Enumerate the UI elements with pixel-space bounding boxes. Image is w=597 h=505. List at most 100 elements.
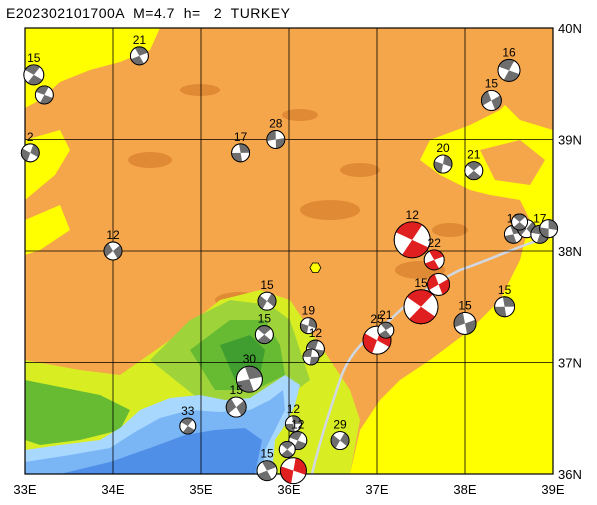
- beachball-compression-quadrant: [491, 95, 502, 110]
- mechanism-depth-label: 15: [258, 312, 272, 326]
- focal-mechanism-beachball: 12: [284, 402, 302, 433]
- mechanism-depth-label: 2: [27, 130, 34, 144]
- mechanism-depth-label: 12: [287, 402, 301, 416]
- beachball-rim: [34, 85, 54, 105]
- beachball-rim: [539, 219, 559, 239]
- x-tick-label: 39E: [541, 482, 564, 497]
- focal-mechanism-beachball: 12: [393, 208, 431, 259]
- beachball-compression-quadrant: [257, 334, 272, 344]
- x-tick-label: 34E: [101, 482, 124, 497]
- beachball-compression-quadrant: [257, 470, 272, 481]
- beachball-rim: [179, 417, 197, 435]
- beachball-compression-quadrant: [407, 289, 433, 307]
- mechanism-depth-label: 15: [458, 298, 472, 312]
- beachball-rim: [330, 431, 350, 450]
- focal-mechanism-beachball: 16: [497, 45, 521, 82]
- beachball-compression-quadrant: [363, 333, 377, 354]
- beachball-compression-quadrant: [30, 144, 40, 158]
- beachball-compression-quadrant: [302, 348, 313, 357]
- focal-mechanism-beachball: 20: [433, 141, 453, 174]
- beachball-compression-quadrant: [226, 398, 237, 414]
- mechanism-depth-label: 16: [502, 45, 516, 59]
- beachball-compression-quadrant: [231, 152, 243, 162]
- beachball-rim: [231, 143, 251, 163]
- beachball-rim: [254, 325, 274, 345]
- mechanism-depth-label: 20: [436, 141, 450, 155]
- beachball-rim: [480, 90, 502, 111]
- x-tick-label: 37E: [365, 482, 388, 497]
- beachball-compression-quadrant: [438, 278, 450, 295]
- mechanism-depth-label: 12: [106, 228, 120, 242]
- focal-mechanism-beachball: 17: [231, 130, 251, 163]
- epicenter-hexagon: [309, 262, 322, 273]
- beachball-compression-quadrant: [25, 64, 41, 75]
- beachball-compression-quadrant: [309, 356, 319, 365]
- beachball-rim: [403, 289, 439, 325]
- beachball-compression-quadrant: [236, 400, 247, 416]
- beachball-rim: [393, 221, 431, 259]
- beachball-compression-quadrant: [285, 423, 295, 432]
- beachball-compression-quadrant: [182, 426, 195, 435]
- beachball-rim: [235, 365, 263, 393]
- focal-mechanism-beachball: 30: [235, 352, 263, 393]
- beachball-rim: [299, 317, 317, 335]
- beachball-rim: [494, 296, 516, 318]
- focal-mechanism-beachball: 15: [23, 51, 45, 86]
- beachball-compression-quadrant: [409, 306, 435, 324]
- beachball-rim: [427, 273, 451, 296]
- focal-mechanism-beachball: 15: [256, 447, 278, 482]
- beachball-rim: [423, 249, 445, 271]
- beachball-compression-quadrant: [467, 170, 481, 180]
- beachball-rim: [377, 321, 395, 339]
- beachball-compression-quadrant: [289, 431, 303, 441]
- beachball-compression-quadrant: [494, 306, 507, 317]
- x-tick-label: 38E: [453, 482, 476, 497]
- beachball-compression-quadrant: [503, 70, 520, 82]
- beachball-rim: [278, 441, 296, 458]
- beachball-compression-quadrant: [340, 432, 350, 447]
- beachball-rim: [266, 130, 286, 149]
- beachball-compression-quadrant: [539, 227, 549, 238]
- beachball-compression-quadrant: [104, 243, 113, 257]
- beachball-compression-quadrant: [266, 130, 276, 142]
- beachball-rim: [284, 415, 302, 433]
- mechanism-depth-label: 15: [230, 383, 244, 397]
- mechanism-depth-label: 29: [333, 418, 347, 432]
- beachball-compression-quadrant: [113, 245, 122, 259]
- focal-mechanism-beachball: 15: [254, 312, 274, 345]
- focal-mechanism-beachball: 33: [179, 404, 197, 435]
- beachball-rim: [129, 46, 149, 66]
- beachball-compression-quadrant: [380, 322, 393, 331]
- beachball-compression-quadrant: [281, 441, 294, 450]
- mechanism-depth-label: 17: [234, 130, 248, 144]
- focal-mechanism-beachball: 19: [299, 304, 317, 335]
- beachball-compression-quadrant: [498, 59, 515, 71]
- focal-mechanism-beachball: [279, 457, 307, 485]
- focal-mechanism-beachball: 21: [377, 308, 395, 339]
- mechanism-depth-label: 15: [260, 278, 274, 292]
- beachball-rim: [453, 312, 477, 335]
- focal-mechanism-beachball: 15: [453, 298, 477, 335]
- beachball-compression-quadrant: [424, 259, 440, 270]
- y-tick-label: 39N: [558, 133, 582, 148]
- focal-mechanism-beachball: 12: [103, 228, 123, 261]
- beachball-compression-quadrant: [481, 91, 492, 106]
- beachball-rim: [23, 64, 45, 86]
- focal-mechanism-beachball: 15: [403, 276, 439, 325]
- beachball-compression-quadrant: [257, 325, 272, 335]
- x-axis-labels: 33E 34E 35E 36E 37E 38E 39E: [13, 482, 564, 497]
- beachball-rim: [497, 58, 521, 82]
- beachball-rim: [288, 431, 308, 450]
- focal-mechanism-beachball: 2: [20, 130, 40, 163]
- beachball-rim: [256, 460, 278, 482]
- x-tick-label: 36E: [277, 482, 300, 497]
- beachball-compression-quadrant: [134, 46, 148, 56]
- map-title: E202302101700A M=4.7 h= 2 TURKEY: [6, 5, 291, 21]
- focal-mechanism-beachball: [427, 273, 451, 296]
- focal-mechanism-beachball: 15: [257, 278, 277, 311]
- beachball-rim: [362, 325, 392, 355]
- focal-mechanism-beachball: 21: [464, 148, 484, 181]
- y-tick-label: 38N: [558, 244, 582, 259]
- focal-mechanism-beachball: 28: [266, 117, 286, 149]
- y-axis-labels: 40N 39N 38N 37N 36N: [558, 21, 582, 482]
